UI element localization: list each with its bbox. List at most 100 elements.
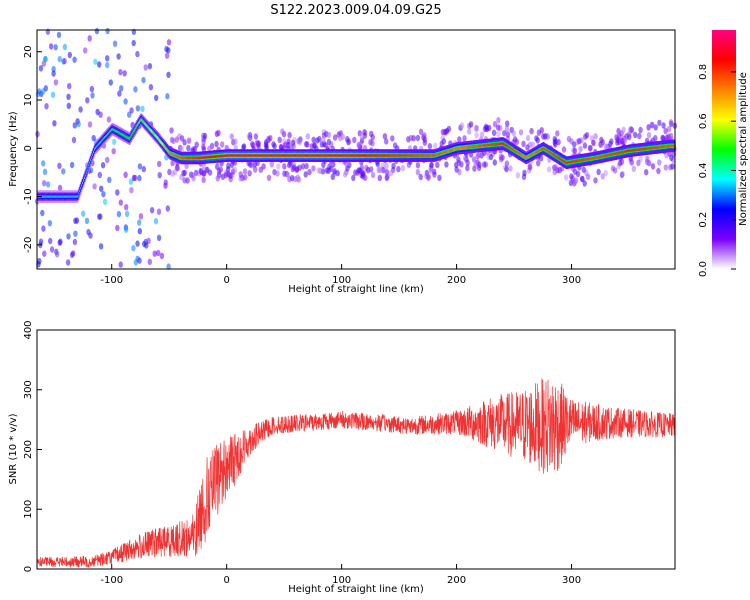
spectrogram-ridge-cell (503, 142, 505, 146)
spectrogram-cell (253, 166, 258, 173)
spectrogram-cell (91, 134, 96, 142)
spectrogram-cell (511, 130, 516, 137)
spectrogram-ridge-cell (493, 143, 495, 146)
spectrogram-cell (638, 126, 643, 134)
spectrogram-cell (258, 166, 263, 173)
spectrogram-cell (280, 128, 285, 135)
spectrogram-ridge-cell (87, 166, 89, 169)
spectrogram-cell (525, 144, 530, 151)
spectrogram-ridge-cell (462, 146, 465, 149)
spectrogram-cell (656, 167, 661, 175)
spectrogram-ridge-cell (538, 149, 540, 153)
spectrogram-cell (112, 138, 117, 146)
spectrogram-ridge-cell (90, 158, 92, 162)
spectrogram-cell (37, 88, 42, 95)
spectrogram-cell (201, 170, 206, 177)
spectrogram-ridge-cell (318, 154, 320, 157)
spectrogram-ridge-cell (298, 154, 300, 157)
spectrogram-ridge-cell (241, 154, 243, 157)
spectrogram-ridge-cell (209, 155, 211, 159)
spectrogram-ridge-cell (346, 154, 348, 157)
spectrogram-ridge-cell (587, 157, 590, 161)
spectrogram-cell (496, 130, 501, 138)
spectrogram-ridge-cell (299, 154, 301, 157)
spectrogram-cell (159, 252, 165, 260)
spectrogram-cell (156, 234, 162, 241)
spectrogram-ridge-cell (135, 126, 137, 129)
spectrogram-ridge-cell (470, 145, 472, 149)
spectrogram-cell (119, 85, 124, 92)
spectrogram-ridge-cell (285, 154, 287, 157)
spectrogram-cell (138, 213, 144, 220)
spectrogram-ridge-cell (60, 195, 62, 198)
spectrogram-cell (85, 97, 90, 104)
spectrogram-ridge-cell (300, 154, 302, 157)
spectrogram-ridge-cell (98, 142, 100, 145)
spectrogram-ridge-cell (357, 154, 359, 157)
spectrogram-cell (311, 165, 316, 172)
spectrogram-cell (201, 176, 206, 183)
spectrogram-ridge-cell (367, 154, 369, 157)
spectrogram-ridge-cell (192, 156, 194, 160)
spectrogram-cell (471, 156, 477, 163)
spectrogram-cell (542, 133, 548, 140)
spectrogram-ridge-cell (126, 135, 128, 139)
spectrogram-ridge-cell (124, 134, 126, 138)
spectrogram-ridge-cell (544, 148, 546, 151)
spectrogram-ridge-cell (107, 132, 110, 135)
spectrogram-ridge-cell (155, 135, 157, 138)
spectrogram-ridge-cell (161, 141, 163, 145)
spectrogram-ridge-cell (520, 153, 522, 157)
spectrogram-cell (94, 27, 100, 35)
spectrogram-ridge-cell (441, 151, 443, 155)
spectrogram-ridge-cell (117, 130, 119, 134)
spectrogram-ridge-cell (319, 154, 321, 157)
spectrogram-cell (650, 163, 656, 170)
spectrogram-ridge-cell (376, 154, 378, 157)
spectrogram-cell (446, 125, 452, 133)
spectrogram-ridge-cell (598, 156, 600, 159)
spectrogram-ridge-cell (595, 156, 597, 159)
spectrogram-ridge-cell (547, 150, 549, 153)
spectrogram-ridge-cell (149, 127, 151, 131)
spectrogram-ridge-cell (450, 148, 453, 152)
spectrogram-cell (415, 162, 421, 169)
spectrogram-ridge-cell (236, 154, 238, 157)
spectrogram-cell (645, 155, 650, 162)
spectrogram-cell (329, 141, 334, 148)
spectrogram-ridge-cell (542, 147, 545, 150)
spectrogram-cell (66, 102, 72, 110)
spectrogram-ridge-cell (188, 156, 190, 160)
spectrogram-ridge-cell (440, 152, 442, 155)
spectrogram-ridge-cell (223, 154, 225, 157)
spectrogram-ridge-cell (168, 151, 170, 154)
spectrogram-ridge-cell (173, 153, 175, 156)
spectrogram-cell (505, 131, 511, 138)
spectrogram-cell (74, 217, 80, 224)
snr-y-axis-label: SNR (10 * v/v) (8, 413, 19, 484)
spectrogram-cell (439, 140, 444, 147)
spectrogram-ridge-cell (202, 156, 204, 159)
spectrogram-ridge-cell (610, 153, 613, 156)
spectrogram-ridge-cell (412, 154, 414, 157)
spectrogram-cell (66, 93, 71, 101)
spectrogram-cell (65, 259, 71, 266)
spectrogram-ridge-cell (217, 155, 219, 158)
spectrogram-ridge-cell (60, 195, 63, 198)
spectrogram-cell (207, 169, 213, 176)
spectrogram-cell (283, 141, 288, 149)
spectrogram-cell (115, 224, 120, 232)
spectrogram-ridge-cell (614, 152, 616, 155)
spectrogram-cell (116, 53, 121, 60)
spectrogram-ridge-cell (59, 195, 61, 198)
spectrogram-cell (626, 131, 632, 138)
spectrogram-cell (505, 120, 510, 127)
spectrogram-cell (536, 160, 541, 167)
spectrogram-cell (215, 175, 220, 182)
spectrogram-ridge-cell (305, 154, 307, 157)
spectrogram-ridge-cell (641, 148, 643, 151)
spectrogram-ridge-cell (647, 147, 649, 150)
spectrogram-ridge-cell (654, 146, 656, 149)
spectrogram-ridge-cell (402, 154, 404, 157)
spectrogram-ridge-cell (415, 154, 417, 157)
